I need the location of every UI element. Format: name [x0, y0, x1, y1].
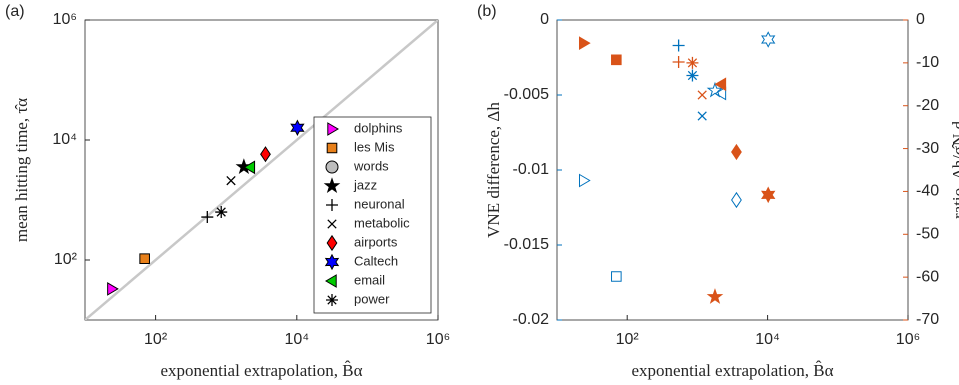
data-point — [731, 143, 742, 161]
y2-tick-label: -10 — [916, 54, 939, 71]
legend-marker — [326, 142, 338, 154]
legend-marker — [324, 253, 340, 271]
y2-tick-label: -60 — [916, 268, 939, 285]
legend-marker — [327, 122, 339, 136]
data-point — [697, 111, 707, 121]
x-tick-label: 10⁴ — [755, 331, 780, 348]
legend-label: dolphins — [354, 120, 403, 135]
x-tick-label: 10⁴ — [284, 331, 309, 348]
legend-marker — [327, 219, 337, 229]
data-point — [672, 39, 685, 52]
x-tick-label: 10² — [144, 331, 168, 348]
data-point — [260, 146, 271, 163]
legend-label: neuronal — [354, 196, 405, 211]
y-axis-label: VNE difference, Δh — [484, 102, 503, 238]
data-point — [578, 173, 591, 188]
data-point — [714, 86, 727, 101]
legend-label: words — [353, 158, 389, 173]
data-point — [226, 176, 236, 186]
x-tick-label: 10⁶ — [896, 331, 920, 348]
data-point — [290, 119, 305, 137]
legend-marker — [325, 160, 339, 174]
panel-label: (a) — [5, 3, 25, 20]
legend-label: metabolic — [354, 215, 410, 230]
y2-tick-label: -70 — [916, 311, 939, 328]
y-axis-label: mean hitting time, τ̂α — [12, 98, 31, 242]
data-point — [731, 191, 742, 209]
data-point — [686, 56, 699, 69]
legend-label: les Mis — [354, 139, 395, 154]
reference-line — [85, 20, 438, 320]
legend-label: email — [354, 272, 385, 287]
data-point — [215, 206, 228, 219]
y-tick-label: 10⁴ — [52, 131, 77, 148]
data-point — [761, 186, 776, 204]
data-point — [107, 282, 119, 296]
x-tick-label: 10² — [616, 331, 640, 348]
plot-area — [556, 19, 909, 321]
legend-label: airports — [354, 234, 398, 249]
y2-tick-label: -50 — [916, 226, 939, 243]
legend-label: power — [354, 291, 390, 306]
data-point — [139, 253, 150, 265]
y-tick-label: 10⁶ — [53, 11, 77, 28]
y-tick-label: -0.005 — [504, 86, 549, 103]
x-axis-label: exponential extrapolation, B̂α — [161, 361, 363, 380]
y-tick-label: 10² — [54, 251, 78, 268]
x-axis-label: exponential extrapolation, B̂α — [632, 361, 834, 380]
data-point — [243, 160, 256, 175]
legend-marker — [326, 294, 338, 306]
legend-label: jazz — [353, 177, 377, 192]
y-tick-label: -0.02 — [513, 311, 550, 328]
y2-tick-label: 0 — [916, 11, 925, 28]
y-tick-label: 0 — [540, 11, 549, 28]
y2-axis-label: ratio, Δh/σ̂N,d — [949, 121, 959, 219]
data-point — [578, 36, 591, 51]
legend-marker — [323, 177, 341, 194]
legend-marker — [325, 274, 337, 288]
y-tick-label: -0.015 — [504, 236, 549, 253]
data-point — [672, 56, 685, 68]
legend-marker — [326, 199, 338, 211]
y2-tick-label: -40 — [916, 183, 939, 200]
data-point — [611, 54, 622, 66]
data-point — [761, 31, 776, 48]
legend-label: Caltech — [354, 253, 398, 268]
legend-marker — [326, 234, 338, 252]
x-tick-label: 10⁶ — [426, 331, 450, 348]
data-point — [697, 90, 707, 100]
y-tick-label: -0.01 — [513, 161, 550, 178]
data-point — [611, 271, 622, 282]
data-point — [201, 211, 214, 224]
y2-tick-label: -30 — [916, 140, 939, 157]
data-point — [714, 77, 727, 92]
data-point — [686, 69, 699, 82]
panel-label: (b) — [477, 3, 497, 20]
data-point — [706, 288, 724, 304]
y2-tick-label: -20 — [916, 97, 939, 114]
